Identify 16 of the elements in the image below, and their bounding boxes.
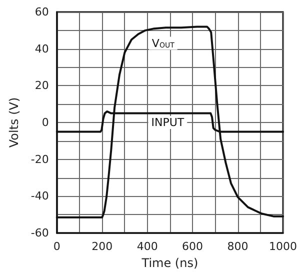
x-tick-label: 600 (182, 240, 204, 253)
x-tick-label: 400 (136, 240, 158, 253)
x-tick-label: 800 (227, 240, 248, 253)
y-axis-title: Volts (V) (7, 97, 21, 148)
x-tick-label: 1000 (269, 240, 298, 253)
y-tick-label: 60 (34, 6, 49, 18)
x-axis-title: Time (ns) (140, 256, 198, 270)
y-tick-label: -60 (30, 226, 49, 240)
y-tick-label: 0 (42, 116, 49, 129)
annotation: INPUT (151, 116, 184, 129)
x-tick-label: 200 (92, 240, 113, 253)
y-tick-label: 40 (34, 42, 49, 56)
y-tick-label: -40 (30, 190, 49, 203)
x-tick-label: 0 (53, 240, 60, 253)
y-tick-label: -20 (30, 152, 49, 166)
y-tick-label: 20 (34, 79, 49, 92)
